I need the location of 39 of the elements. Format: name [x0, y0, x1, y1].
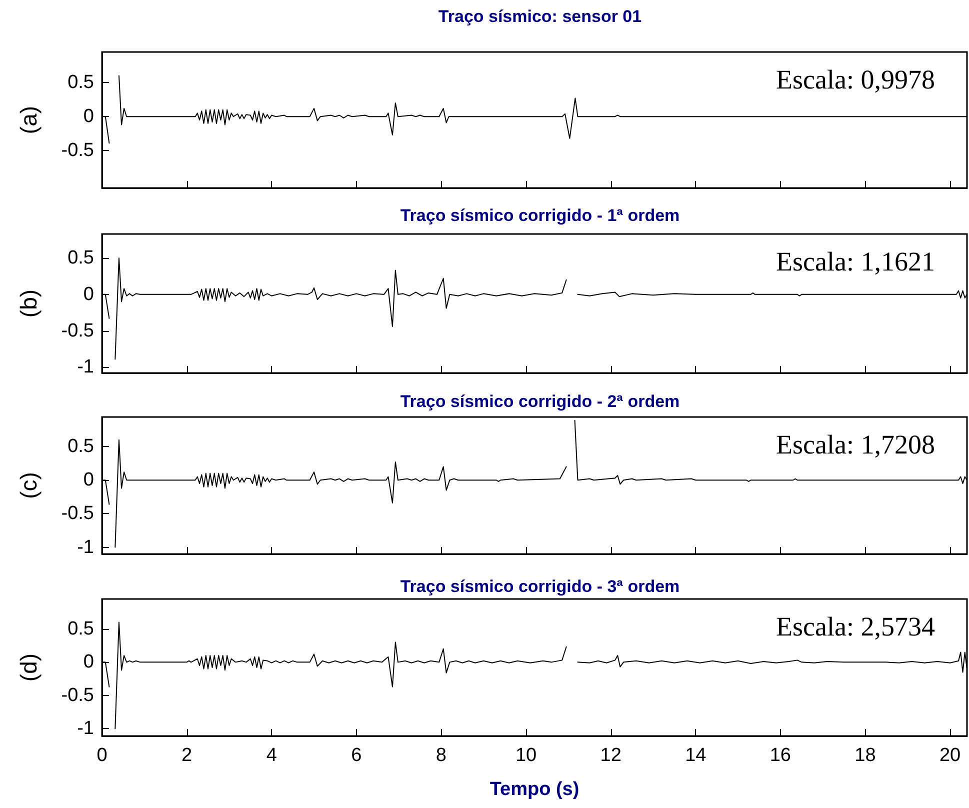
x-tick-label: 20 — [939, 745, 961, 766]
chart-title: Traço sísmico corrigido - 1ª ordem — [400, 206, 680, 225]
x-tick-label: 14 — [685, 745, 707, 766]
y-tick-label: -0.5 — [61, 503, 94, 524]
y-axis-title: (c) — [16, 472, 42, 499]
y-tick-label: 0 — [83, 470, 94, 491]
x-axis-title: Tempo (s) — [490, 779, 580, 800]
y-tick-label: -1 — [77, 718, 94, 740]
x-tick-label: 18 — [854, 745, 876, 766]
y-tick-label: 0.5 — [68, 72, 94, 94]
y-tick-label: 0.5 — [68, 436, 94, 458]
x-tick-label: 6 — [351, 745, 362, 766]
y-tick-label: -0.5 — [61, 320, 94, 342]
y-tick-label: 0.5 — [68, 248, 94, 269]
x-tick-label: 10 — [515, 745, 537, 766]
x-tick-label: 16 — [770, 745, 791, 766]
x-tick-label: 4 — [266, 745, 278, 766]
y-axis-title: (d) — [16, 653, 42, 682]
y-axis-title: (b) — [16, 289, 42, 318]
x-tick-label: 2 — [182, 745, 192, 766]
annotation: Escala: 1,7208 — [776, 430, 936, 460]
chart-title: Traço sísmico corrigido - 2ª ordem — [400, 392, 680, 411]
y-tick-label: -0.5 — [61, 140, 94, 162]
annotation: Escala: 0,9978 — [776, 64, 936, 94]
y-tick-label: 0 — [83, 284, 94, 305]
y-tick-label: 0 — [83, 106, 94, 128]
x-tick-label: 12 — [600, 745, 622, 766]
y-tick-label: -1 — [77, 356, 94, 378]
x-tick-label: 8 — [436, 745, 447, 766]
x-tick-label: 0 — [96, 745, 108, 766]
annotation: Escala: 1,1621 — [776, 246, 936, 276]
y-tick-label: -1 — [77, 536, 94, 558]
y-tick-label: 0 — [83, 652, 94, 673]
chart-title: Traço sísmico: sensor 01 — [438, 7, 642, 26]
chart-title: Traço sísmico corrigido - 3ª ordem — [400, 577, 680, 596]
y-tick-label: -0.5 — [61, 684, 94, 706]
y-tick-label: 0.5 — [68, 618, 94, 640]
annotation: Escala: 2,5734 — [776, 612, 936, 642]
y-axis-title: (a) — [16, 106, 42, 134]
